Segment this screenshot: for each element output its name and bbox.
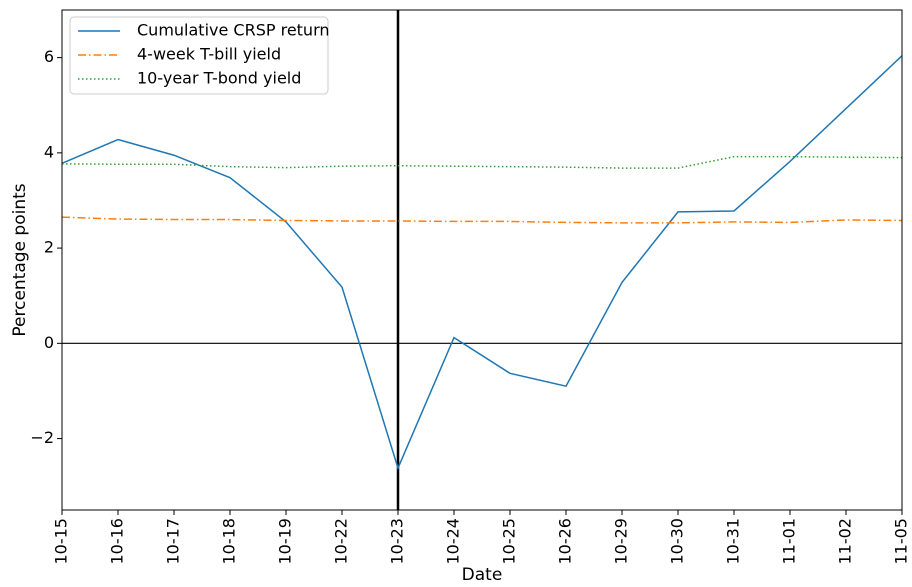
legend-label: 10-year T-bond yield <box>137 69 301 88</box>
x-tick-label: 10-16 <box>108 518 127 565</box>
x-tick-label: 11-05 <box>892 518 911 565</box>
y-axis-label: Percentage points <box>10 183 30 336</box>
x-tick-label: 10-23 <box>388 518 407 565</box>
y-tick-label: 2 <box>44 238 54 257</box>
x-tick-label: 10-30 <box>668 518 687 565</box>
x-tick-label: 10-25 <box>500 518 519 565</box>
legend-label: 4-week T-bill yield <box>137 45 281 64</box>
x-tick-label: 11-01 <box>780 518 799 565</box>
x-tick-label: 10-22 <box>332 518 351 565</box>
y-tick-label: 0 <box>44 333 54 352</box>
series-line <box>61 55 903 471</box>
x-tick-label: 10-15 <box>52 518 71 565</box>
x-tick-label: 10-17 <box>164 518 183 565</box>
y-tick-label: 6 <box>44 47 54 66</box>
x-tick-label: 10-31 <box>724 518 743 565</box>
legend-box <box>69 16 329 95</box>
plot-frame <box>61 9 903 511</box>
x-tick-label: 10-19 <box>276 518 295 565</box>
series-line <box>61 155 903 169</box>
x-tick-label: 10-26 <box>556 518 575 565</box>
x-tick-label: 10-24 <box>444 518 463 565</box>
y-tick-label: 4 <box>44 142 54 161</box>
x-axis-label: Date <box>462 565 503 585</box>
x-tick-label: 10-29 <box>612 518 631 565</box>
legend-label: Cumulative CRSP return <box>137 21 330 40</box>
x-tick-label: 11-02 <box>836 518 855 565</box>
series-line <box>61 216 903 224</box>
x-tick-label: 10-18 <box>220 518 239 565</box>
y-tick-label: −2 <box>30 428 54 447</box>
